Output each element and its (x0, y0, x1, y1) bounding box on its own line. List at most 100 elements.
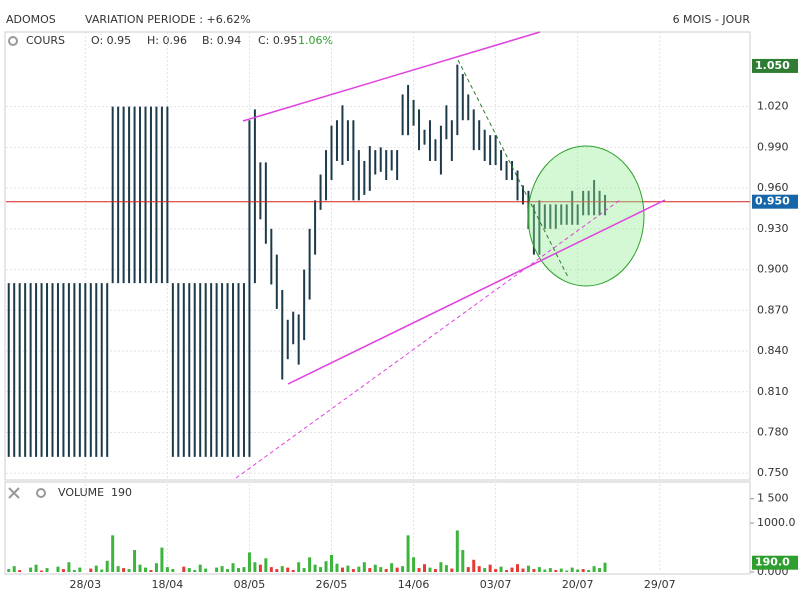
volume-bar (368, 568, 372, 572)
volume-bar (160, 547, 164, 572)
volume-bar (297, 562, 301, 572)
volume-bar (291, 570, 295, 572)
price-label: COURS (26, 34, 65, 47)
volume-bar (461, 550, 465, 572)
volume-bar (576, 569, 580, 572)
volume-bar (384, 569, 388, 572)
volume-bar (543, 569, 547, 572)
volume-value: 190 (111, 486, 132, 499)
volume-bar (532, 569, 536, 572)
volume-bar (12, 566, 16, 572)
volume-bar (439, 562, 443, 572)
price-marker-label: 1.050 (755, 59, 790, 72)
ohlc-open: O: 0.95 (91, 34, 131, 47)
volume-bar (220, 566, 224, 572)
volume-bar (319, 567, 323, 572)
volume-bar (526, 565, 530, 572)
price-marker-label: 0.950 (755, 195, 790, 208)
y-tick-label: 1.020 (757, 100, 789, 113)
y-tick-label: 0.750 (757, 466, 789, 479)
volume-bar (182, 566, 186, 572)
volume-bar (455, 530, 459, 572)
volume-bar (603, 562, 607, 572)
volume-bar (111, 535, 115, 572)
trend-line (242, 31, 541, 122)
volume-bar (412, 557, 416, 572)
circle-annotation (527, 145, 645, 287)
ohlc-close: C: 0.95 (258, 34, 297, 47)
x-tick-label: 29/07 (644, 578, 676, 591)
trend-line (457, 59, 569, 278)
y-tick-label: 0.900 (757, 263, 789, 276)
volume-bar (302, 568, 306, 572)
annotations (235, 31, 666, 479)
volume-bar (187, 568, 191, 572)
volume-marker-label: 190.0 (755, 556, 790, 569)
volume-bar (18, 570, 22, 572)
volume-bar (78, 567, 82, 572)
volume-bar (423, 564, 426, 572)
volume-bar (428, 567, 432, 572)
volume-bar (165, 567, 169, 572)
price-panel (4, 31, 751, 481)
y-tick-label: 0.990 (757, 140, 789, 153)
x-tick-label: 26/05 (316, 578, 348, 591)
volume-bar (226, 569, 230, 572)
volume-bar (510, 567, 514, 572)
volume-bar (598, 568, 602, 572)
y2-tick-label: 1000.0 (757, 516, 796, 529)
volume-bar (483, 568, 487, 572)
volume-bar (122, 568, 126, 572)
settings-icon[interactable] (36, 488, 46, 498)
volume-bar (351, 569, 355, 572)
volume-bar (154, 563, 158, 572)
x-tick-label: 28/03 (69, 578, 101, 591)
volume-bar (444, 565, 448, 572)
volume-bar (592, 566, 596, 572)
volume-bar (286, 567, 290, 572)
volume-bar (401, 566, 405, 572)
volume-bar (94, 565, 98, 572)
volume-bar (516, 564, 519, 572)
volume-bar (313, 564, 317, 572)
volume-bar (67, 562, 71, 572)
volume-bar (247, 552, 251, 572)
settings-icon[interactable] (8, 36, 18, 46)
y-tick-label: 0.780 (757, 425, 789, 438)
volume-bar (559, 568, 563, 572)
price-marker (752, 58, 798, 73)
volume-bar (324, 561, 328, 572)
volume-bar (587, 570, 591, 572)
volume-bar (472, 559, 476, 572)
volume-bar (548, 568, 552, 572)
ohlc-low: B: 0.94 (202, 34, 241, 47)
volume-bar (215, 567, 219, 572)
volume-bar (100, 569, 104, 572)
x-tick-label: 18/04 (152, 578, 184, 591)
chart-title: ADOMOS (6, 13, 56, 26)
volume-bar (258, 564, 262, 572)
volume-bar (40, 570, 44, 572)
volume-bar (171, 569, 175, 572)
volume-bar (488, 564, 492, 572)
volume-bar (406, 535, 410, 572)
change: 1.06% (298, 34, 333, 47)
volume-bar (494, 569, 498, 572)
volume-bar (477, 566, 481, 572)
volume-bar (450, 568, 454, 572)
volume-bar (138, 564, 142, 572)
volume-bar (133, 550, 137, 572)
volume-bar (204, 568, 208, 572)
volume-marker (752, 555, 798, 570)
volume-bar (379, 567, 383, 572)
volume-bar (7, 569, 11, 572)
volume-bar (433, 569, 437, 572)
volume-bar (335, 563, 339, 572)
y-tick-label: 0.870 (757, 303, 789, 316)
volume-bar (29, 567, 33, 572)
close-icon[interactable] (8, 487, 20, 499)
volume-bar (565, 570, 569, 572)
volume-bar (466, 567, 470, 572)
volume-bar (581, 569, 585, 572)
